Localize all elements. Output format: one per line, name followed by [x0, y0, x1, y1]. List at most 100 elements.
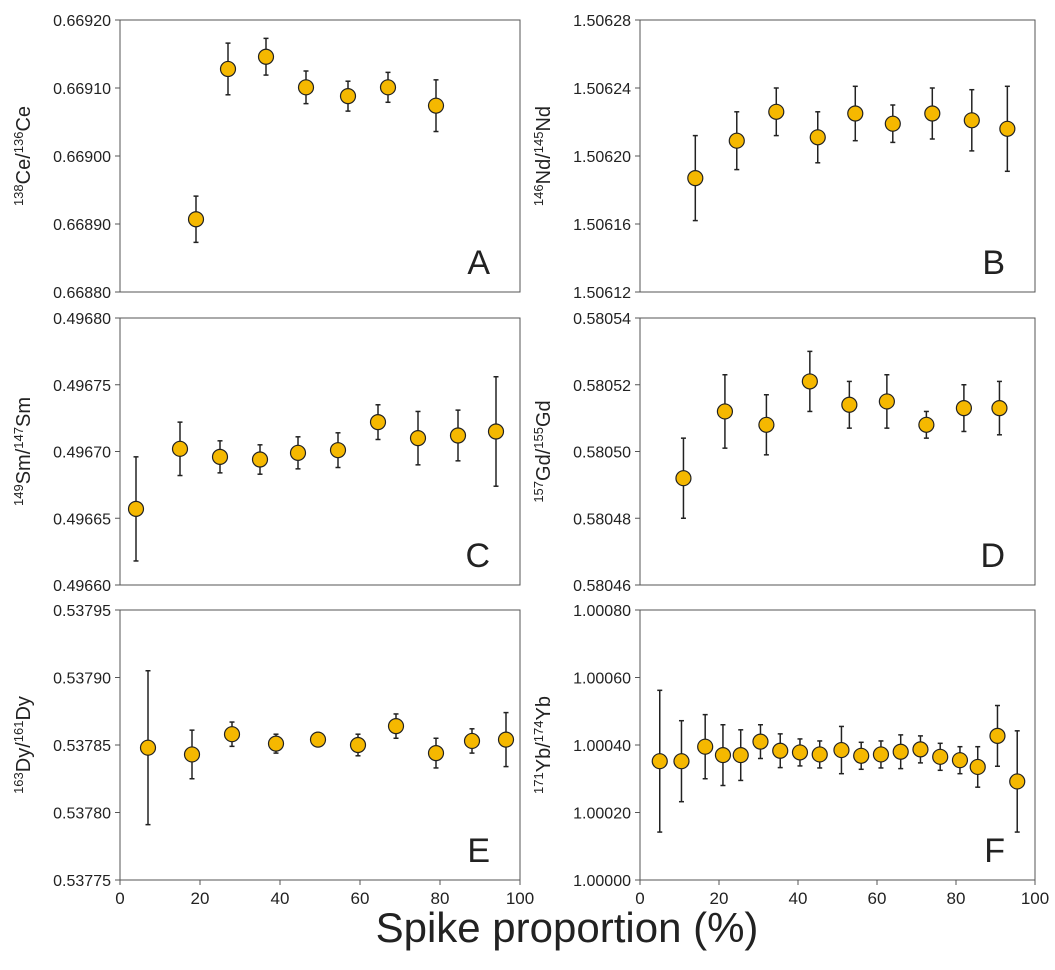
data-point	[171, 440, 189, 457]
data-point	[918, 416, 935, 433]
y-tick-label: 0.53785	[53, 738, 111, 755]
data-point	[427, 97, 445, 114]
data-point	[427, 744, 445, 762]
y-tick-label: 0.58046	[573, 578, 631, 595]
data-point	[892, 743, 909, 760]
data-point	[811, 746, 828, 763]
y-tick-label: 0.53780	[53, 806, 111, 823]
panel-letter: F	[984, 832, 1005, 870]
x-axis-label: Spike proportion (%)	[376, 904, 759, 951]
data-point	[989, 727, 1006, 744]
y-tick-label: 0.53795	[53, 603, 111, 620]
y-axis-label-part: 163	[11, 772, 26, 794]
data-point	[758, 416, 775, 433]
y-tick-label: 1.50612	[573, 285, 631, 302]
data-point	[487, 423, 505, 440]
y-axis-label-part: 157	[531, 481, 546, 503]
data-point	[349, 736, 367, 754]
data-point	[449, 427, 467, 444]
data-point	[379, 79, 397, 96]
data-point	[463, 732, 481, 750]
x-tick-label: 40	[789, 889, 808, 908]
data-point	[139, 739, 157, 756]
data-point	[219, 60, 237, 78]
y-tick-label: 0.66910	[53, 81, 111, 98]
y-axis-label-part: Dy/	[13, 742, 35, 772]
data-point	[951, 752, 969, 769]
data-point	[924, 105, 941, 122]
y-axis-label-part: Gd/	[533, 448, 555, 481]
y-axis-label-part: 145	[531, 132, 546, 154]
data-point	[127, 500, 145, 518]
data-point	[841, 396, 858, 413]
y-tick-label: 1.50620	[573, 149, 631, 166]
y-axis-label-part: 146	[531, 184, 546, 206]
y-tick-label: 0.49675	[53, 378, 111, 395]
data-point	[955, 400, 973, 417]
x-tick-label: 100	[1021, 889, 1049, 908]
plot-frame	[639, 19, 1036, 293]
panel-letter: B	[982, 244, 1005, 282]
data-point	[791, 744, 809, 761]
data-point	[728, 132, 745, 149]
y-tick-label: 1.00060	[573, 671, 631, 688]
y-tick-label: 0.49665	[53, 511, 111, 528]
data-point	[369, 414, 387, 431]
data-point	[912, 741, 929, 758]
y-axis-label-part: 136	[11, 132, 26, 154]
x-tick-label: 80	[947, 889, 966, 908]
panel-letter: C	[465, 537, 490, 575]
data-point	[183, 746, 201, 763]
data-point	[267, 735, 285, 752]
data-point	[991, 400, 1008, 417]
x-tick-label: 40	[271, 889, 290, 908]
y-tick-label: 1.50616	[573, 217, 631, 234]
y-axis-label-part: 161	[11, 721, 26, 743]
panel-letter: A	[467, 244, 490, 282]
y-tick-label: 1.00000	[573, 873, 631, 890]
data-point	[497, 731, 515, 748]
data-point	[211, 448, 229, 465]
x-tick-label: 60	[351, 889, 370, 908]
y-tick-label: 1.50628	[573, 13, 631, 30]
plot-frame	[119, 19, 521, 293]
data-point	[963, 112, 980, 129]
y-axis-label-part: Yb/	[533, 742, 555, 772]
data-point	[714, 747, 732, 764]
data-point	[409, 430, 427, 447]
y-axis-label-part: Sm	[13, 397, 35, 427]
data-point	[884, 115, 901, 132]
data-point	[772, 742, 789, 759]
y-axis-label: 146Nd/145Nd	[531, 106, 556, 206]
y-axis-label-part: Ce/	[13, 153, 35, 185]
data-point	[853, 747, 870, 764]
y-tick-label: 1.00020	[573, 806, 631, 823]
data-point	[752, 733, 769, 750]
data-point	[297, 79, 315, 96]
data-point	[697, 738, 714, 755]
x-tick-label: 80	[431, 889, 450, 908]
data-point	[687, 170, 704, 187]
y-tick-label: 0.49660	[53, 578, 111, 595]
y-axis-label-part: 171	[531, 772, 546, 794]
data-point	[969, 758, 986, 776]
y-axis-label-part: Nd	[533, 106, 555, 132]
y-tick-label: 0.66880	[53, 285, 111, 302]
data-point	[675, 470, 692, 487]
y-axis-label-part: 147	[11, 427, 26, 449]
y-tick-label: 0.58050	[573, 445, 631, 462]
y-tick-label: 1.50624	[573, 81, 631, 98]
y-axis-label-part: Yb	[533, 696, 555, 720]
y-axis-label: 138Ce/136Ce	[11, 106, 36, 206]
data-point	[878, 393, 895, 410]
data-point	[872, 746, 890, 763]
y-tick-label: 1.00080	[573, 603, 631, 620]
data-point	[651, 753, 668, 770]
y-tick-label: 0.58054	[573, 311, 631, 328]
data-point	[339, 88, 357, 105]
data-point	[768, 103, 785, 120]
panel-letter: D	[980, 537, 1005, 575]
data-point	[329, 442, 347, 459]
data-point	[809, 129, 826, 146]
x-tick-label: 20	[710, 889, 729, 908]
